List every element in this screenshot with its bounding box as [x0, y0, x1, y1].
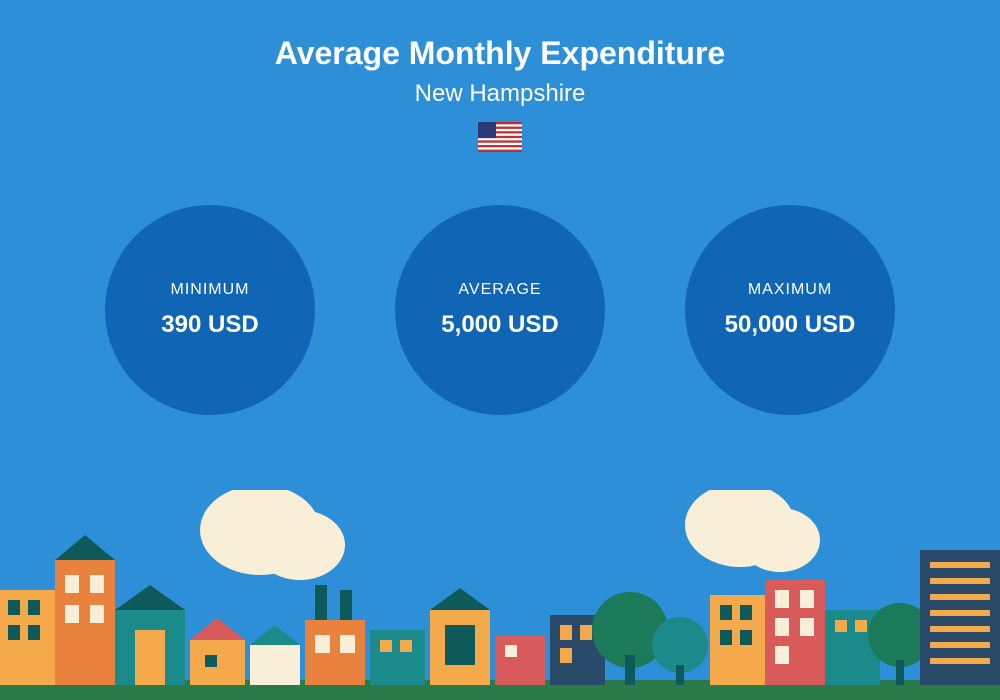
page-subtitle: New Hampshire — [0, 80, 1000, 108]
stat-circle-minimum: MINIMUM 390 USD — [105, 205, 315, 415]
stat-value: 5,000 USD — [441, 311, 558, 339]
stat-label: MINIMUM — [171, 281, 250, 299]
flag-icon — [478, 122, 522, 152]
stat-label: AVERAGE — [458, 281, 541, 299]
stat-value: 390 USD — [161, 311, 258, 339]
header: Average Monthly Expenditure New Hampshir… — [0, 0, 1000, 157]
stats-row: MINIMUM 390 USD AVERAGE 5,000 USD MAXIMU… — [0, 205, 1000, 415]
stat-value: 50,000 USD — [725, 311, 856, 339]
stat-circle-maximum: MAXIMUM 50,000 USD — [685, 205, 895, 415]
stat-label: MAXIMUM — [748, 281, 832, 299]
stat-circle-average: AVERAGE 5,000 USD — [395, 205, 605, 415]
page-title: Average Monthly Expenditure — [0, 35, 1000, 72]
cityscape-illustration — [0, 490, 1000, 700]
